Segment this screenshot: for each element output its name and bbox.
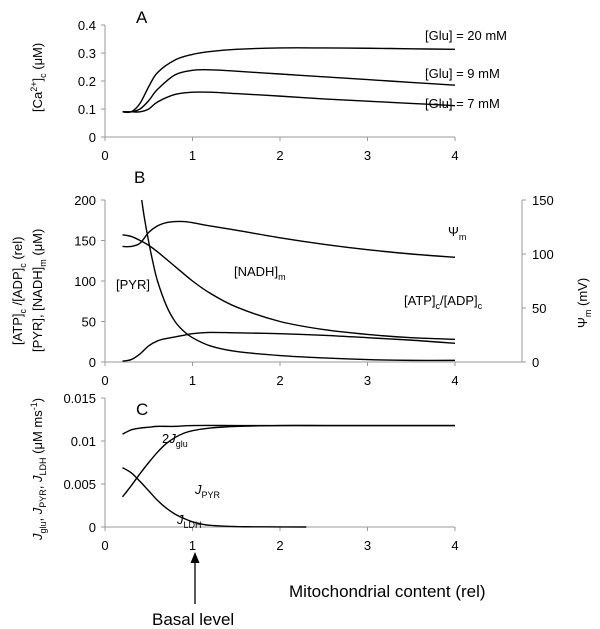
- x-tick-label: 2: [276, 148, 283, 163]
- panel-a-series: [122, 47, 456, 114]
- y-tick-label-right: 0: [532, 355, 539, 370]
- y-tick-label: 0: [89, 520, 96, 535]
- y-tick-label: 0.01: [71, 434, 96, 449]
- y-tick-label-right: 150: [532, 193, 554, 208]
- y-tick-label: 0.1: [78, 102, 96, 117]
- label-glu-20: [Glu] = 20 mM: [425, 28, 507, 43]
- y-tick-label: 50: [82, 315, 96, 330]
- y-tick-label: 0.2: [78, 74, 96, 89]
- x-tick-label: 3: [364, 148, 371, 163]
- label-nadh-m: [NADH]m: [234, 264, 286, 282]
- series-line-b-0: [122, 220, 456, 258]
- panel-c-series: [121, 424, 455, 528]
- y-tick-label-right: 50: [532, 301, 546, 316]
- x-tick-label: 1: [189, 373, 196, 388]
- panel-c-axes: 0 0.005 0.01 0.015 0 1 2 3 4: [63, 391, 458, 553]
- x-tick-label: 2: [276, 373, 283, 388]
- x-tick-label: 0: [101, 373, 108, 388]
- panel-b-axes: 0 50 100 150 200 0 1 2 3 4 0 50 100 150: [74, 193, 553, 388]
- x-tick-label: 0: [101, 538, 108, 553]
- label-glu-9: [Glu] = 9 mM: [425, 66, 500, 81]
- series-line-a-1: [122, 68, 456, 113]
- x-tick-label: 1: [189, 538, 196, 553]
- x-tick-label: 3: [364, 373, 371, 388]
- series-line-b-1: [122, 234, 456, 341]
- y-tick-label: 0: [89, 355, 96, 370]
- y-tick-label: 0.005: [63, 477, 96, 492]
- series-line-a-0: [122, 47, 456, 114]
- series-line-b-2: [141, 199, 456, 362]
- basal-arrow-head: [190, 552, 200, 563]
- y-tick-label-right: 100: [532, 247, 554, 262]
- label-pyr: [PYR]: [116, 277, 150, 292]
- panel-a: A 0 0.1 0.2 0.3 0.4 0 1 2 3 4 [Glu] = 20 mM [Glu]…: [29, 8, 507, 163]
- panel-b-letter: B: [134, 168, 145, 187]
- panel-b-ylabel-left-1: [ATP]c /[ADP]c (rel): [10, 237, 28, 345]
- x-tick-label: 3: [364, 538, 371, 553]
- y-tick-label: 0.015: [63, 391, 96, 406]
- series-line-c-2: [122, 467, 307, 528]
- panel-a-axes: 0 0.1 0.2 0.3 0.4 0 1 2 3 4: [78, 18, 459, 163]
- label-jldh: JLDH: [176, 512, 202, 530]
- y-tick-label: 100: [74, 274, 96, 289]
- x-tick-label: 0: [101, 148, 108, 163]
- label-atp-adp: [ATP]c/[ADP]c: [404, 293, 483, 311]
- label-psi-m: Ψm: [448, 224, 466, 242]
- series-line-b-3: [122, 331, 456, 362]
- label-jpyr: JPYR: [194, 482, 221, 500]
- series-line-c-1: [121, 424, 455, 498]
- panel-b-series: [122, 199, 456, 362]
- y-tick-label: 150: [74, 234, 96, 249]
- panel-a-ylabel: [Ca2+]c (μM): [29, 43, 48, 112]
- x-tick-label: 2: [276, 538, 283, 553]
- label-glu-7: [Glu] = 7 mM: [425, 96, 500, 111]
- y-tick-label: 200: [74, 193, 96, 208]
- series-line-a-2: [122, 91, 456, 113]
- panel-c-ylabel: Jglu, JPYR, JLDH (μM ms-1): [29, 398, 48, 541]
- x-tick-label: 4: [451, 148, 458, 163]
- x-tick-label: 1: [189, 148, 196, 163]
- panel-c-letter: C: [136, 400, 148, 419]
- panel-a-letter: A: [136, 8, 148, 27]
- basal-level-label: Basal level: [152, 610, 234, 629]
- x-tick-label: 4: [451, 373, 458, 388]
- y-tick-label: 0.4: [78, 18, 96, 33]
- y-tick-label: 0.3: [78, 46, 96, 61]
- panel-b-ylabel-right: Ψm (mV): [575, 278, 593, 328]
- x-axis-title: Mitochondrial content (rel): [289, 582, 486, 601]
- panel-b-ylabel-left-2: [PYR], [NADH]m (μM): [30, 229, 48, 352]
- x-tick-label: 4: [451, 538, 458, 553]
- y-tick-label: 0: [89, 130, 96, 145]
